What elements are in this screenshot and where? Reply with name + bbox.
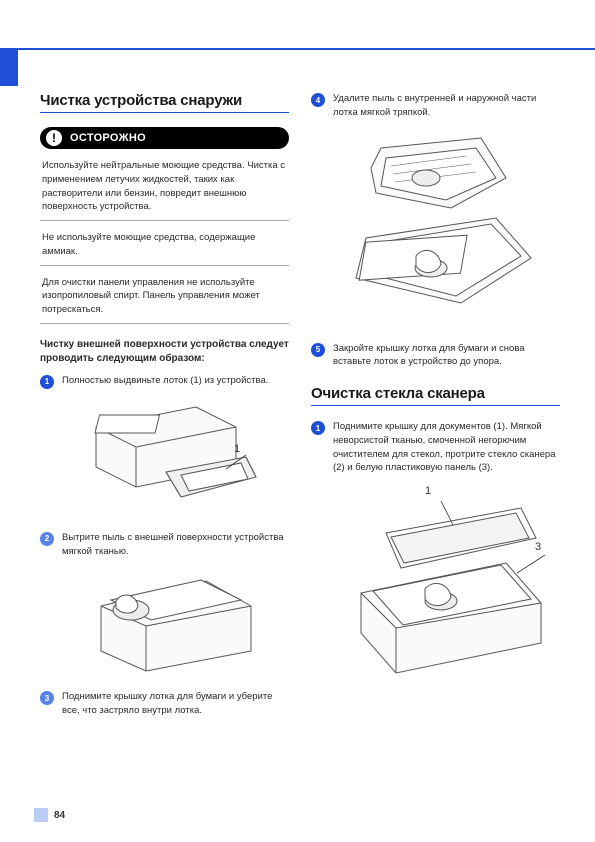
step-text: Вытрите пыль с внешней поверхности устро…: [62, 531, 289, 559]
figure-pull-tray: 1: [62, 397, 289, 517]
step-bullet-icon: 1: [40, 375, 54, 389]
callout-1: 1: [234, 443, 240, 455]
step-row: 5 Закройте крышку лотка для бумаги и сно…: [311, 342, 560, 370]
section-title-scanner-glass: Очистка стекла сканера: [311, 385, 560, 406]
step-row: 4 Удалите пыль с внутренней и наружной ч…: [311, 92, 560, 120]
step-row: 1 Полностью выдвиньте лоток (1) из устро…: [40, 374, 289, 389]
right-column: 4 Удалите пыль с внутренней и наружной ч…: [311, 92, 560, 726]
page-top-border: [0, 48, 595, 50]
section-title-cleaning-outside: Чистка устройства снаружи: [40, 92, 289, 113]
step-bullet-icon: 4: [311, 93, 325, 107]
step-text: Поднимите крышку лотка для бумаги и убер…: [62, 690, 289, 718]
page-footer: 84: [34, 808, 65, 822]
caution-bar: ! ОСТОРОЖНО: [40, 127, 289, 149]
callout-1: 1: [425, 485, 431, 497]
step-row: 3 Поднимите крышку лотка для бумаги и уб…: [40, 690, 289, 718]
caution-text-3: Для очистки панели управления не использ…: [40, 272, 289, 324]
figure-clean-tray: [321, 128, 560, 328]
step-text: Закройте крышку лотка для бумаги и снова…: [333, 342, 560, 370]
page-number: 84: [54, 810, 65, 821]
step-row: 1 Поднимите крышку для документов (1). М…: [311, 420, 560, 475]
caution-text-1: Используйте нейтральные моющие средства.…: [40, 155, 289, 221]
page-side-tab: [0, 50, 18, 86]
caution-text-2: Не используйте моющие средства, содержащ…: [40, 227, 289, 266]
step-bullet-icon: 2: [40, 532, 54, 546]
footer-tab: [34, 808, 48, 822]
step-text: Полностью выдвиньте лоток (1) из устройс…: [62, 374, 289, 388]
step-bullet-icon: 3: [40, 691, 54, 705]
step-text: Поднимите крышку для документов (1). Мяг…: [333, 420, 560, 475]
callout-3: 3: [535, 541, 541, 553]
content-area: Чистка устройства снаружи ! ОСТОРОЖНО Ис…: [40, 92, 560, 726]
figure-wipe-outside: [62, 566, 289, 676]
left-column: Чистка устройства снаружи ! ОСТОРОЖНО Ис…: [40, 92, 289, 726]
step-row: 2 Вытрите пыль с внешней поверхности уст…: [40, 531, 289, 559]
warning-icon: !: [46, 130, 62, 146]
step-text: Удалите пыль с внутренней и наружной час…: [333, 92, 560, 120]
cleaning-procedure-heading: Чистку внешней поверхности устройства сл…: [40, 338, 289, 366]
figure-scanner-glass: 1 3: [321, 483, 560, 683]
caution-label: ОСТОРОЖНО: [70, 132, 146, 144]
step-bullet-icon: 5: [311, 343, 325, 357]
step-bullet-icon: 1: [311, 421, 325, 435]
